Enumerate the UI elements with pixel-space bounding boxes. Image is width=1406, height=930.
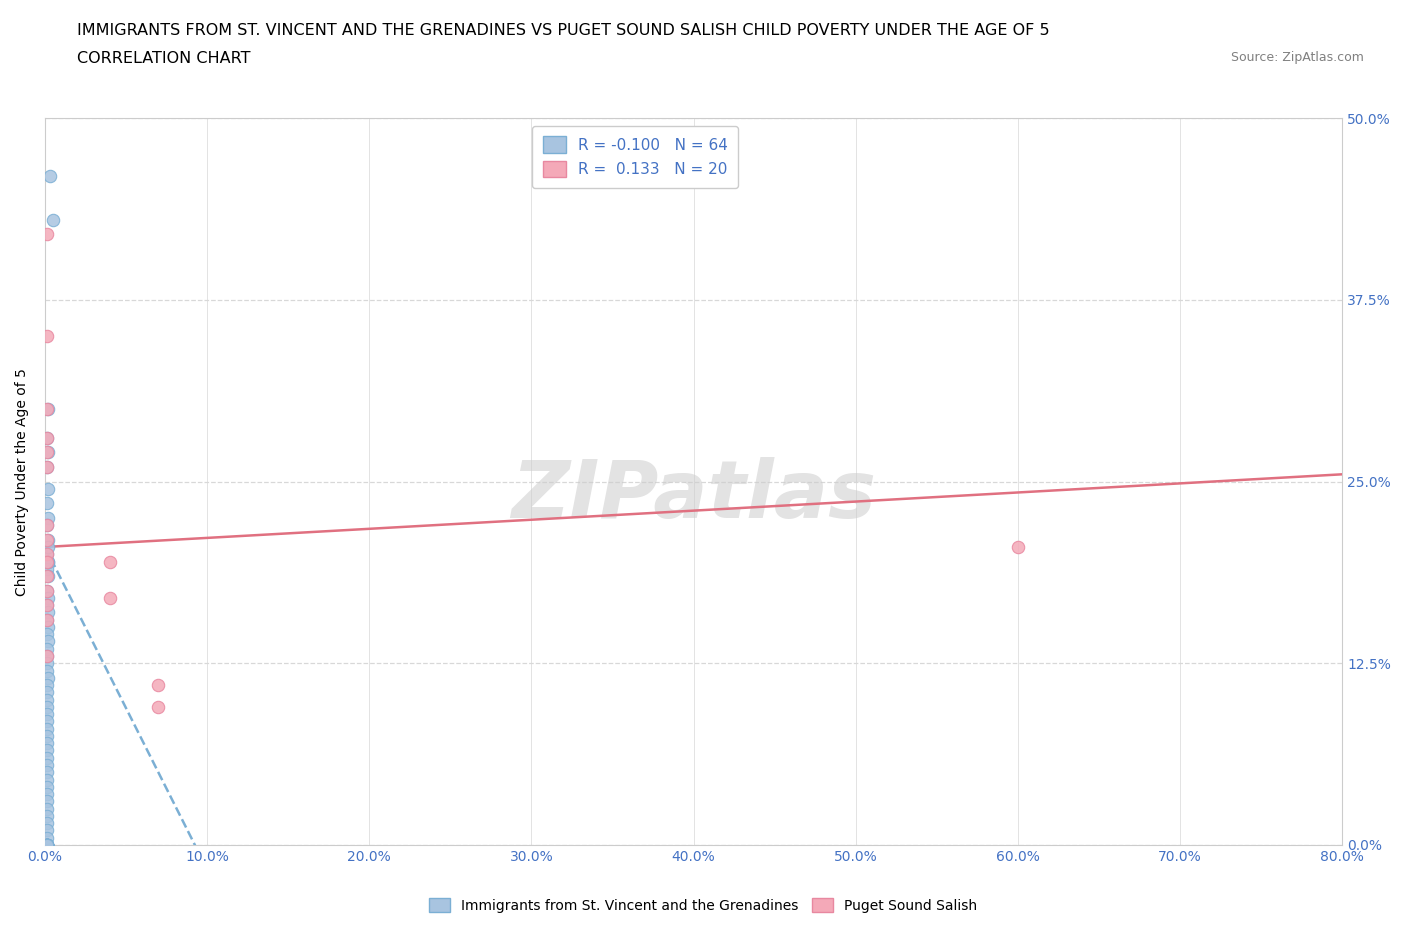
Point (35, 714, 58, 729)
Point (37, 554, 59, 569)
Point (35, 838, 58, 853)
Point (37, 511, 59, 525)
Text: CORRELATION CHART: CORRELATION CHART (77, 51, 250, 66)
Point (35, 838, 58, 853)
Point (35, 402, 58, 417)
Point (35, 794, 58, 809)
Point (37, 482, 59, 497)
Point (35, 648, 58, 663)
Point (35, 838, 58, 853)
Point (35, 518, 58, 533)
Point (35, 772, 58, 787)
Point (35, 598, 58, 613)
Point (35, 656, 58, 671)
Point (35, 547, 58, 562)
Point (37, 539, 59, 554)
Point (37, 532, 59, 547)
Point (35, 823, 58, 838)
Point (35, 532, 58, 547)
Point (35, 496, 58, 511)
Point (35, 684, 58, 699)
Point (35, 764, 58, 779)
Point (37, 445, 59, 460)
Point (35, 568, 58, 583)
Point (35, 838, 58, 853)
Point (37, 619, 59, 634)
Point (98, 554, 121, 569)
Point (35, 743, 58, 758)
Point (98, 591, 121, 605)
Point (35, 518, 58, 533)
Legend: Immigrants from St. Vincent and the Grenadines, Puget Sound Salish: Immigrants from St. Vincent and the Gren… (423, 893, 983, 919)
Point (35, 838, 58, 853)
Point (35, 699, 58, 714)
Point (35, 816, 58, 830)
Legend: R = -0.100   N = 64, R =  0.133   N = 20: R = -0.100 N = 64, R = 0.133 N = 20 (531, 126, 738, 188)
Point (35, 547, 58, 562)
Point (35, 648, 58, 663)
Text: IMMIGRANTS FROM ST. VINCENT AND THE GRENADINES VS PUGET SOUND SALISH CHILD POVER: IMMIGRANTS FROM ST. VINCENT AND THE GREN… (77, 23, 1050, 38)
Point (35, 329, 58, 344)
Point (35, 838, 58, 853)
Point (35, 612, 58, 627)
Y-axis label: Child Poverty Under the Age of 5: Child Poverty Under the Age of 5 (15, 367, 30, 595)
Point (35, 802, 58, 817)
Point (35, 678, 58, 693)
Point (35, 736, 58, 751)
Point (148, 678, 170, 693)
Point (35, 227, 58, 242)
Point (35, 838, 58, 853)
Text: Source: ZipAtlas.com: Source: ZipAtlas.com (1230, 51, 1364, 64)
Point (35, 583, 58, 598)
Point (37, 554, 59, 569)
Point (35, 779, 58, 794)
Point (35, 627, 58, 642)
Point (35, 722, 58, 737)
Point (37, 591, 59, 605)
Point (35, 642, 58, 657)
Point (35, 838, 58, 853)
Point (38, 169, 60, 184)
Point (148, 699, 170, 714)
Point (35, 598, 58, 613)
Point (35, 787, 58, 802)
Point (35, 431, 58, 445)
Point (35, 830, 58, 845)
Point (35, 554, 58, 569)
Point (35, 751, 58, 765)
Point (35, 459, 58, 474)
Point (37, 402, 59, 417)
Point (35, 663, 58, 678)
Point (35, 445, 58, 460)
Point (35, 612, 58, 627)
Point (35, 838, 58, 853)
Point (35, 583, 58, 598)
Point (35, 838, 58, 853)
Point (42, 212, 65, 227)
Point (35, 459, 58, 474)
Text: ZIPatlas: ZIPatlas (512, 458, 876, 535)
Point (35, 808, 58, 823)
Point (37, 568, 59, 583)
Point (35, 728, 58, 743)
Point (35, 838, 58, 853)
Point (1007, 539, 1029, 554)
Point (35, 692, 58, 707)
Point (35, 431, 58, 445)
Point (37, 671, 59, 685)
Point (35, 758, 58, 773)
Point (35, 562, 58, 577)
Point (37, 634, 59, 649)
Point (35, 707, 58, 722)
Point (37, 604, 59, 619)
Point (35, 838, 58, 853)
